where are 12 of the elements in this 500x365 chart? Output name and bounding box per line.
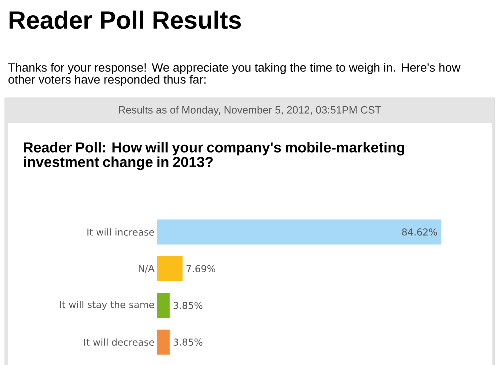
data-label: 3.85%: [174, 338, 203, 346]
chart-title: Reader Poll Results: [10, 10, 242, 30]
chart-subtitle: Reader Poll: How will your company's mobile-marketing investment change in 2013?: [24, 142, 404, 170]
y-tick-label: N/A: [138, 265, 155, 273]
y-tick-label: It will decrease: [84, 338, 154, 346]
y-tick-label: It will increase: [88, 228, 154, 236]
data-label: 84.62%: [402, 228, 438, 236]
y-tick-label: It will stay the same: [60, 301, 154, 310]
data-label: 7.69%: [186, 265, 216, 273]
text: Results as of Monday, November 5, 2012, 03:51PM CST: [119, 106, 382, 116]
text: Thanks for your response! We appreciate you taking the time to weigh in. Here's how other voters have responded thus far:: [8, 63, 461, 86]
data-label: 3.85%: [174, 302, 203, 310]
